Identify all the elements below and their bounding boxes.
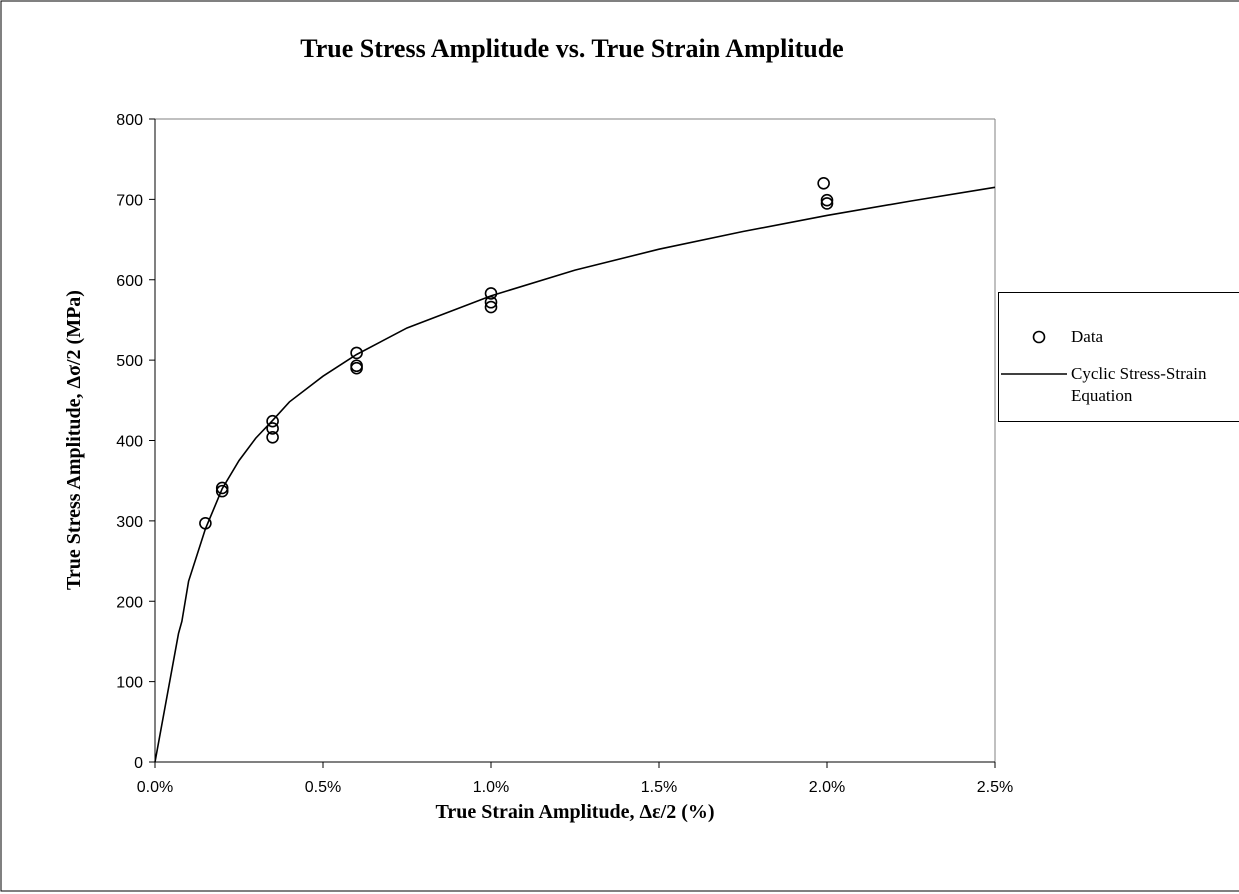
legend-marker xyxy=(1032,330,1046,344)
x-tick-label: 2.0% xyxy=(809,779,845,796)
x-tick-label: 0.0% xyxy=(137,779,173,796)
x-tick-label: 2.5% xyxy=(977,779,1013,796)
y-tick-label: 0 xyxy=(134,755,143,772)
data-point xyxy=(350,346,363,360)
legend-circle xyxy=(1032,330,1046,344)
data-point xyxy=(484,295,498,309)
y-tick-label: 600 xyxy=(116,273,143,290)
data-point xyxy=(266,414,279,428)
data-point xyxy=(820,193,834,207)
y-tick-label: 700 xyxy=(116,192,143,209)
y-tick-label: 800 xyxy=(116,112,143,129)
legend-item: Data xyxy=(999,326,1231,348)
x-tick-label: 0.5% xyxy=(305,779,341,796)
data-point xyxy=(484,300,498,314)
curve xyxy=(154,186,996,763)
data-point xyxy=(266,422,279,435)
chart-title: True Stress Amplitude vs. True Strain Am… xyxy=(300,34,843,63)
legend-label: Cyclic Stress-Strain Equation xyxy=(1071,364,1207,405)
x-tick-label: 1.5% xyxy=(641,779,677,796)
x-axis-title: True Strain Amplitude, Δε/2 (%) xyxy=(435,801,714,823)
legend-label: Data xyxy=(1071,327,1104,346)
data-point xyxy=(820,197,834,210)
y-tick-label: 500 xyxy=(116,353,143,370)
legend: Data Cyclic Stress-Strain Equation xyxy=(998,292,1239,422)
y-axis-title: True Stress Amplitude, Δσ/2 (MPa) xyxy=(63,290,85,590)
legend-line xyxy=(1001,373,1067,375)
data-point xyxy=(266,430,279,444)
legend-key xyxy=(999,363,1071,383)
data-point xyxy=(350,361,363,375)
y-tick-label: 100 xyxy=(116,675,143,692)
x-tick-label: 1.0% xyxy=(473,779,509,796)
legend-key xyxy=(999,326,1071,346)
data-point xyxy=(215,484,229,498)
y-tick-label: 300 xyxy=(116,514,143,531)
y-tick-label: 200 xyxy=(116,594,143,611)
y-tick-label: 400 xyxy=(116,434,143,451)
data-point xyxy=(817,177,830,190)
legend-item: Cyclic Stress-Strain Equation xyxy=(999,363,1231,407)
data-point xyxy=(215,481,229,495)
